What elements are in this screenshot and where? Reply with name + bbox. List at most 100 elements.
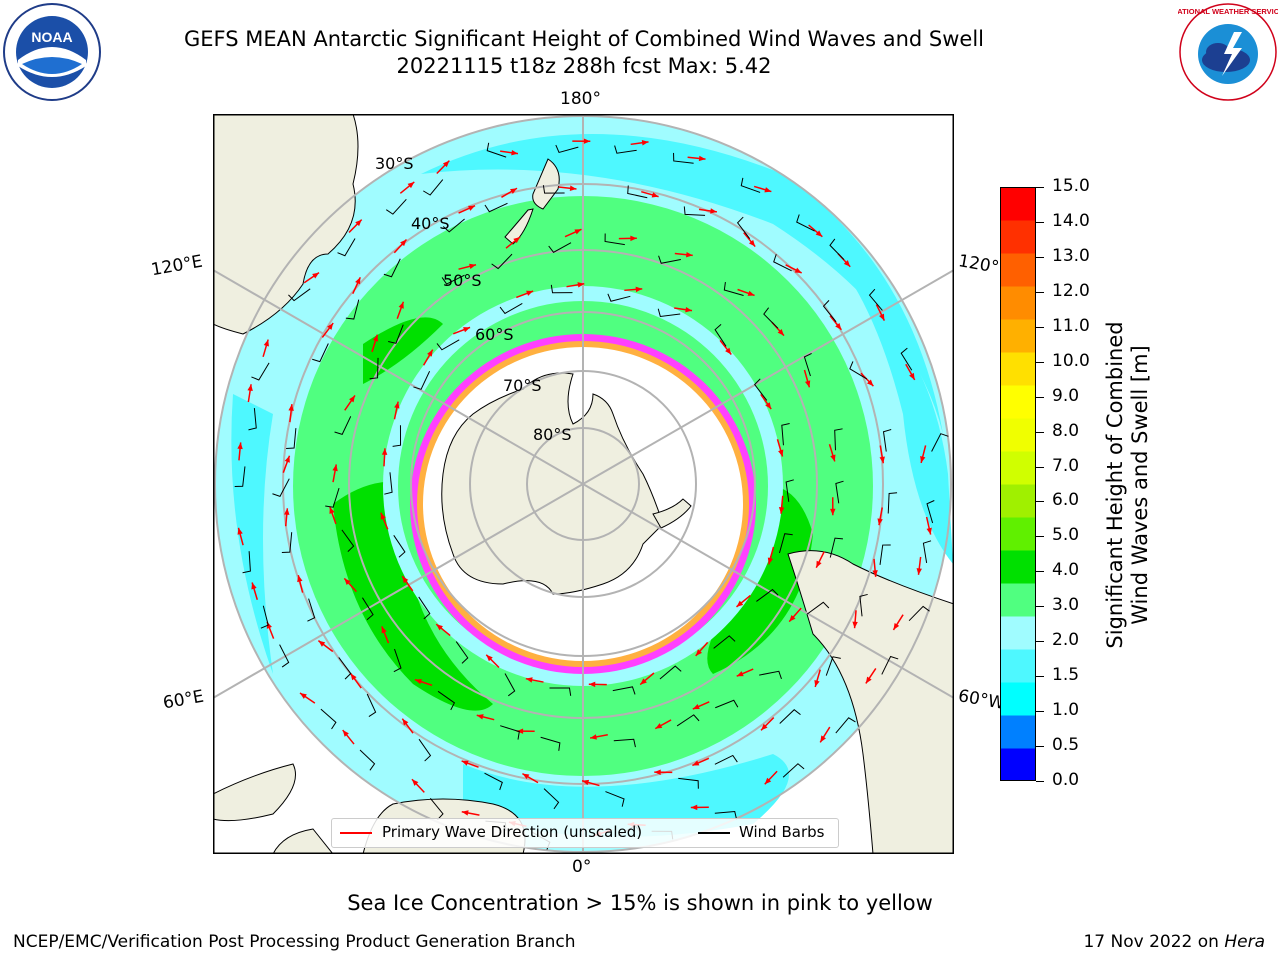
- colorbar-label-line1: Significant Height of Combined: [1103, 321, 1127, 649]
- wind-barb: [926, 500, 935, 524]
- wind-barb: [796, 214, 815, 232]
- wind-barb: [543, 788, 560, 810]
- wind-barb: [281, 532, 293, 554]
- wind-barb: [504, 673, 516, 697]
- wind-barb: [345, 299, 360, 320]
- sea-ice-note: Sea Ice Concentration > 15% is shown in …: [347, 891, 933, 915]
- wave-arrow-head: [685, 306, 692, 313]
- colorbar-tick-label: 0.5: [1052, 735, 1080, 756]
- wave-arrow-head: [820, 735, 826, 743]
- wave-arrow-head: [583, 138, 591, 144]
- wave-arrow-head: [582, 779, 590, 786]
- wave-arrow-head: [692, 703, 700, 710]
- wind-barb: [613, 738, 636, 748]
- wave-arrow-head: [640, 678, 647, 685]
- colorbar-tick-mark: [1036, 396, 1044, 398]
- wind-barb: [714, 754, 738, 765]
- footer-date-text: 17 Nov 2022 on: [1083, 932, 1219, 952]
- wind-barb: [320, 708, 337, 730]
- wind-barb: [251, 362, 270, 381]
- lat-label-30s: 30°S: [375, 154, 414, 173]
- wind-barb: [604, 233, 625, 246]
- wind-barb: [548, 242, 572, 254]
- wave-arrow-head: [350, 673, 357, 681]
- wave-arrow-head: [655, 723, 663, 729]
- wind-barb: [307, 598, 316, 622]
- colorbar-cell: [1000, 352, 1036, 386]
- wave-arrow-head: [926, 527, 932, 535]
- wind-barb: [437, 690, 456, 711]
- colorbar-tick-label: 13.0: [1052, 245, 1090, 266]
- colorbar-cell: [1000, 385, 1036, 419]
- wind-barb: [922, 540, 932, 564]
- lon-label-180: 180°: [560, 89, 601, 109]
- wave-arrow-head: [569, 185, 577, 191]
- wind-barb: [550, 284, 573, 294]
- wind-barb: [835, 717, 856, 734]
- colorbar-tick-label: 10.0: [1052, 350, 1090, 371]
- colorbar-tick-label: 6.0: [1052, 490, 1080, 511]
- wave-arrow-head: [380, 512, 386, 520]
- wave-arrow-head: [764, 187, 772, 193]
- wave-arrow-head: [372, 334, 379, 342]
- colorbar-tick-label: 1.5: [1052, 665, 1080, 686]
- lat-label-80s: 80°S: [533, 425, 572, 444]
- wind-barb: [683, 206, 706, 216]
- wind-barb: [393, 535, 406, 558]
- wind-barb: [418, 738, 432, 762]
- wave-arrow-head: [651, 192, 659, 198]
- colorbar-cell: [1000, 550, 1036, 584]
- wind-barb: [658, 255, 681, 264]
- colorbar-tick-mark: [1036, 641, 1044, 643]
- wave-arrow-head: [686, 252, 693, 258]
- wave-arrow-head: [394, 401, 400, 409]
- noaa-logo: NOAA: [3, 3, 101, 101]
- wind-barb: [713, 635, 736, 649]
- wind-barb: [338, 657, 352, 680]
- colorbar-tick-label: 7.0: [1052, 455, 1080, 476]
- wave-arrow-head: [516, 728, 524, 734]
- wave-arrow-head: [843, 260, 851, 267]
- wind-barb: [829, 537, 843, 558]
- colorbar-tick-label: 0.0: [1052, 770, 1080, 790]
- wave-arrow-head: [329, 506, 335, 514]
- band-bright-green-right: [707, 485, 813, 674]
- wind-barb: [714, 810, 738, 820]
- wind-barb: [773, 254, 792, 272]
- wind-barb: [549, 687, 572, 696]
- wind-barb: [286, 428, 297, 449]
- footer-date: 17 Nov 2022 on Hera: [1083, 932, 1265, 952]
- colorbar-tick-mark: [1036, 187, 1044, 188]
- wave-arrow-head: [436, 624, 443, 631]
- wind-barb: [657, 308, 681, 318]
- wind-barb: [248, 407, 257, 431]
- ocean-cyan-south: [463, 754, 789, 837]
- legend-barb-swatch: [698, 832, 730, 834]
- noaa-logo-text: NOAA: [31, 29, 72, 45]
- wind-barb: [542, 185, 565, 194]
- wave-arrow-head: [237, 527, 243, 535]
- colorbar-tick-mark: [1036, 536, 1044, 538]
- wind-barb: [383, 258, 401, 278]
- wave-arrow-head: [736, 671, 744, 677]
- ocean-cyan-left: [231, 394, 273, 674]
- latitude-labels: 30°S 40°S 50°S 60°S 70°S 80°S: [375, 154, 572, 444]
- colorbar-cell: [1000, 187, 1036, 221]
- colorbar-cell: [1000, 286, 1036, 320]
- lon-label-0: 0°: [572, 857, 592, 877]
- wave-arrow-head: [299, 693, 307, 699]
- wind-barb: [778, 533, 793, 554]
- wind-barb: [612, 686, 636, 695]
- colorbar-tick-mark: [1036, 501, 1044, 503]
- wind-barb: [887, 492, 898, 514]
- wind-barb: [500, 725, 520, 740]
- colorbar-tick-label: 12.0: [1052, 280, 1090, 301]
- wind-barb: [369, 357, 379, 380]
- colorbar-cell: [1000, 451, 1036, 485]
- wave-arrow-head: [577, 282, 585, 288]
- wave-arrow-head: [526, 290, 534, 296]
- colorbar-tick-label: 5.0: [1052, 525, 1080, 546]
- wave-arrow-head: [414, 679, 422, 685]
- wind-barb: [627, 185, 648, 199]
- wind-barb: [234, 466, 246, 487]
